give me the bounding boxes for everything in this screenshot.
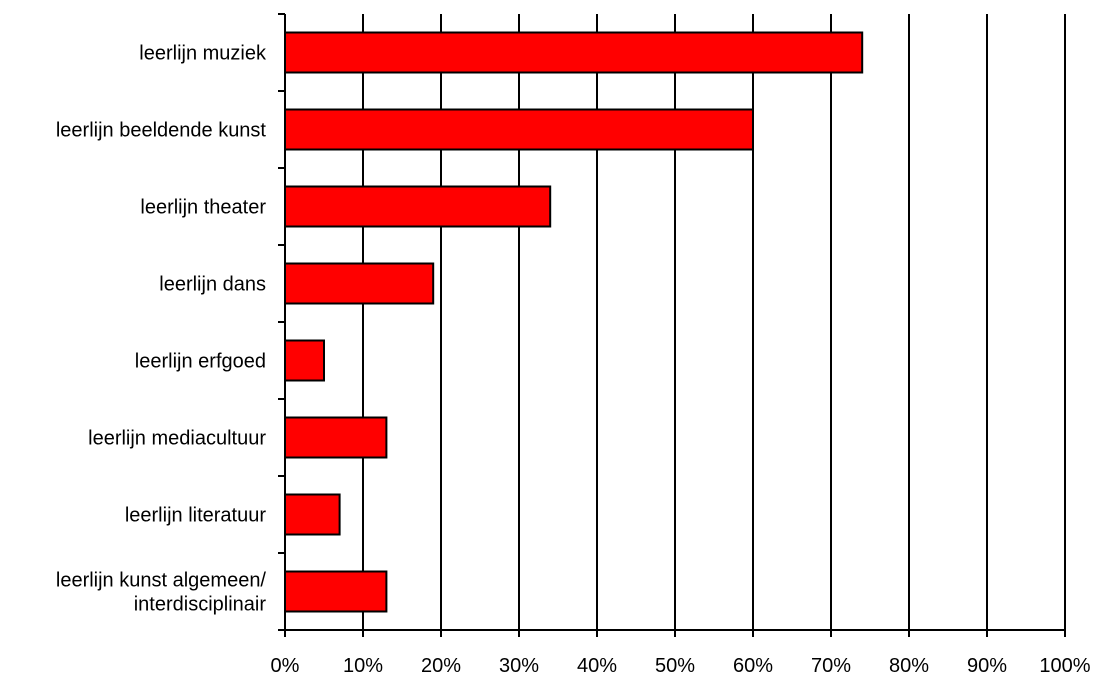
- bar-leerlijn-muziek: [284, 31, 864, 74]
- bars: [284, 31, 864, 613]
- category-label: leerlijn muziek: [139, 43, 267, 65]
- category-label: interdisciplinair: [134, 594, 267, 616]
- category-label: leerlijn literatuur: [125, 505, 267, 527]
- bar-leerlijn-beeldende-kunst: [284, 108, 754, 151]
- x-tick-labels: 0% 10% 20% 30% 40% 50% 60% 70% 80% 90% 100%: [271, 655, 1091, 677]
- category-label: leerlijn theater: [140, 197, 266, 219]
- bar-leerlijn-literatuur: [284, 493, 341, 536]
- bar-leerlijn-kunst-algemeen-interdisciplinair: [284, 570, 388, 613]
- bar-leerlijn-theater: [284, 185, 552, 228]
- axes: [278, 13, 1066, 637]
- bar-leerlijn-mediacultuur: [284, 416, 388, 459]
- category-label: leerlijn dans: [159, 274, 266, 296]
- category-label: leerlijn kunst algemeen/: [56, 570, 267, 592]
- category-label: leerlijn mediacultuur: [88, 428, 266, 450]
- x-tick-label: 20%: [421, 655, 461, 677]
- x-tick-label: 70%: [811, 655, 851, 677]
- x-tick-label: 30%: [499, 655, 539, 677]
- bar-leerlijn-erfgoed: [284, 339, 325, 382]
- x-tick-label: 90%: [967, 655, 1007, 677]
- category-label: leerlijn erfgoed: [135, 351, 266, 373]
- category-labels: leerlijn muziek leerlijn beeldende kunst l…: [56, 43, 267, 616]
- bar-leerlijn-dans: [284, 262, 435, 305]
- x-tick-label: 60%: [733, 655, 773, 677]
- x-tick-label: 50%: [655, 655, 695, 677]
- x-tick-label: 10%: [343, 655, 383, 677]
- x-tick-label: 80%: [889, 655, 929, 677]
- x-tick-label: 40%: [577, 655, 617, 677]
- category-label: leerlijn beeldende kunst: [56, 120, 267, 142]
- x-tick-label: 0%: [271, 655, 300, 677]
- x-tick-label: 100%: [1039, 655, 1090, 677]
- gridlines: [362, 14, 1066, 630]
